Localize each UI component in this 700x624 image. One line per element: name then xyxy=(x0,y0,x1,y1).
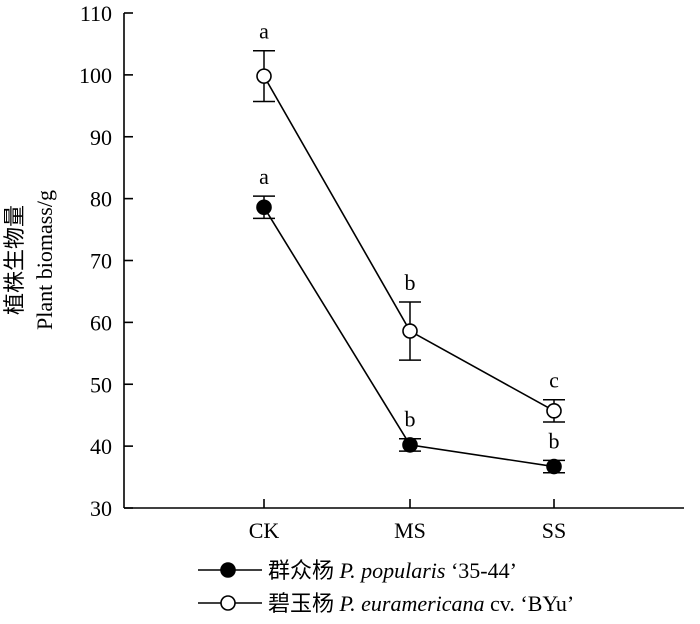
significance-label: b xyxy=(405,270,416,295)
significance-label: c xyxy=(549,368,559,393)
legend-label: 群众杨 P. popularis ‘35-44’ xyxy=(268,558,517,583)
data-point xyxy=(546,458,562,475)
legend-label: 碧玉杨 P. euramericana cv. ‘BYu’ xyxy=(268,591,574,616)
legend-species-name: P. euramericana xyxy=(339,591,491,616)
legend-marker xyxy=(220,562,236,578)
legend: 群众杨 P. popularis ‘35-44’ 碧玉杨 P. eurameric… xyxy=(198,558,574,616)
legend-cultivar: ‘35-44’ xyxy=(451,558,517,583)
data-point xyxy=(402,323,418,339)
data-point xyxy=(256,68,272,84)
legend-species-name: P. popularis xyxy=(339,558,451,583)
series-layer: a b b a b c xyxy=(253,19,565,475)
x-tick-label: MS xyxy=(394,518,426,543)
legend-marker xyxy=(220,595,236,611)
y-axis-label: 植株生物量 Plant biomass/g xyxy=(2,190,57,330)
y-tick-label: 110 xyxy=(80,1,112,26)
legend-item-1: 群众杨 P. popularis ‘35-44’ xyxy=(198,558,517,583)
data-point xyxy=(256,199,272,216)
y-tick-label: 70 xyxy=(90,249,112,274)
legend-cultivar: cv. ‘BYu’ xyxy=(490,591,574,616)
legend-cn-name: 群众杨 xyxy=(268,558,340,583)
x-tick-label: CK xyxy=(249,518,280,543)
y-tick-label: 50 xyxy=(90,372,112,397)
x-tick-label: SS xyxy=(542,518,566,543)
y-tick-label: 80 xyxy=(90,187,112,212)
y-tick-label: 30 xyxy=(90,496,112,521)
significance-label: b xyxy=(549,428,560,453)
significance-label: a xyxy=(259,164,269,189)
x-axis-ticks: CK MS SS xyxy=(249,499,566,543)
series-2: a b c xyxy=(253,19,565,423)
y-tick-label: 40 xyxy=(90,434,112,459)
legend-cn-name: 碧玉杨 xyxy=(268,591,340,616)
y-tick-label: 90 xyxy=(90,125,112,150)
data-point xyxy=(402,437,418,453)
y-tick-label: 100 xyxy=(79,63,112,88)
y-axis-ticks: 30 40 50 60 70 80 90 100 110 xyxy=(79,1,133,521)
significance-label: b xyxy=(405,407,416,432)
legend-item-2: 碧玉杨 P. euramericana cv. ‘BYu’ xyxy=(198,591,574,616)
series-1: a b b xyxy=(253,164,565,475)
data-point xyxy=(546,403,562,419)
y-axis-label-cn: 植株生物量 xyxy=(2,205,27,315)
y-axis-label-en: Plant biomass/g xyxy=(32,190,57,330)
y-tick-label: 60 xyxy=(90,310,112,335)
significance-label: a xyxy=(259,19,269,44)
